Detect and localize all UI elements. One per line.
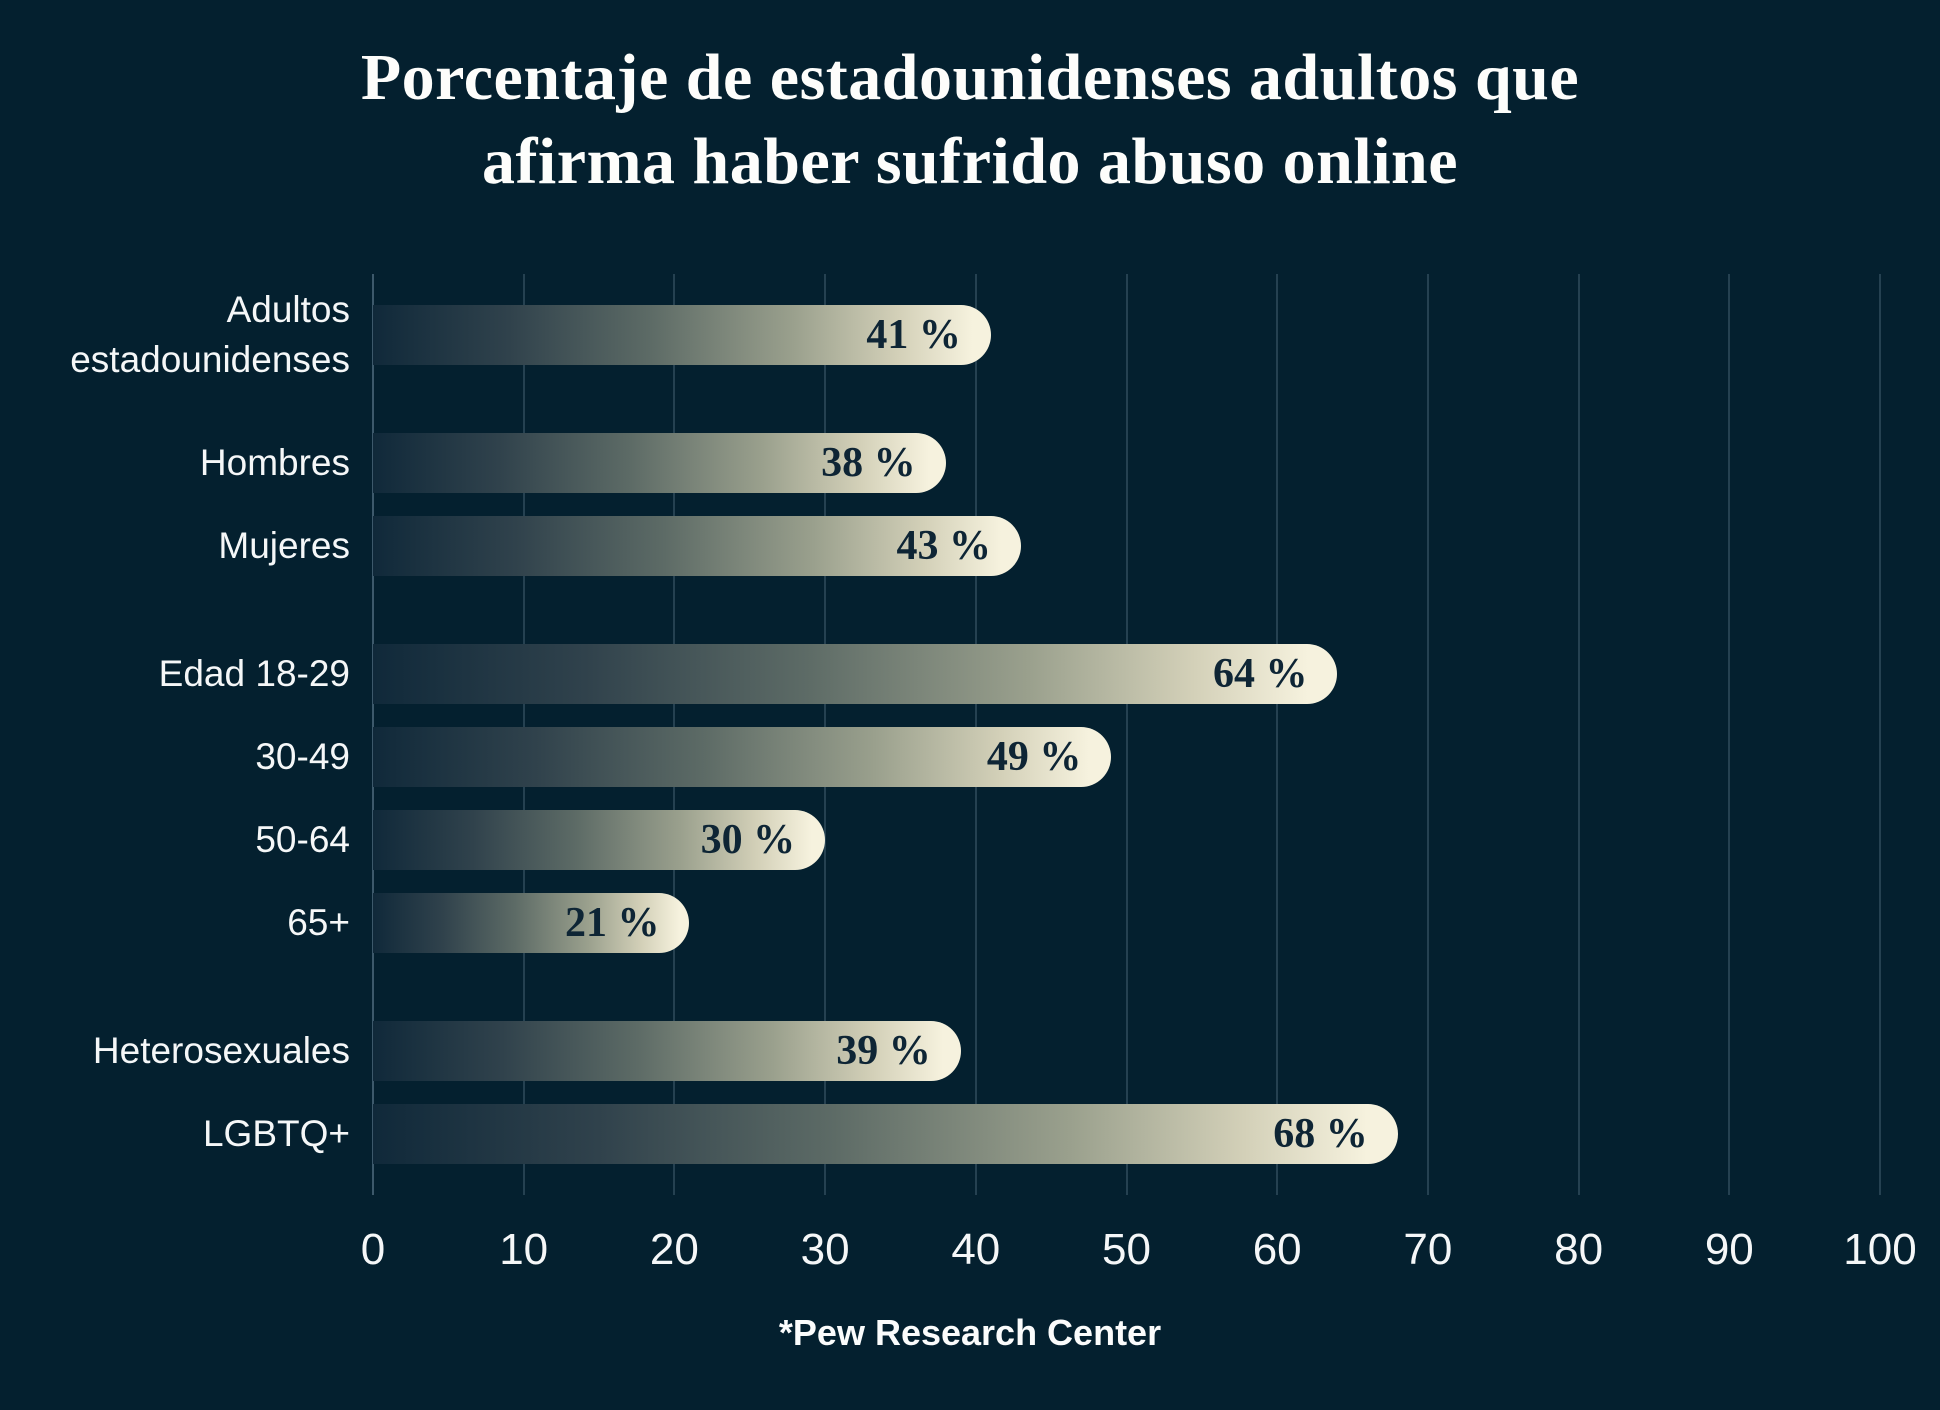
bar-value-label: 49 %: [986, 734, 1082, 780]
x-tick-label-40: 40: [951, 1225, 1001, 1274]
bar-4: 49 %: [373, 727, 1112, 787]
category-label: 30-49: [255, 736, 350, 777]
category-label: Mujeres: [218, 525, 350, 566]
gridline-100: [1879, 274, 1881, 1195]
gridline-60: [1276, 274, 1279, 1195]
x-tick-label-90: 90: [1704, 1225, 1754, 1274]
x-tick-label-20: 20: [649, 1225, 699, 1274]
x-tick-label-0: 0: [360, 1225, 386, 1274]
bar-value-label: 38 %: [821, 440, 916, 486]
category-label: 50-64: [255, 819, 350, 860]
bar-value-label: 21 %: [564, 900, 660, 946]
category-label: Heterosexuales: [92, 1030, 350, 1071]
bar-1: 38 %: [373, 433, 946, 493]
category-label: 65+: [287, 902, 350, 943]
chart-title: Porcentaje de estadounidenses adultos qu…: [0, 36, 1940, 204]
bar-value-label: 39 %: [836, 1028, 931, 1074]
gridline-90: [1728, 274, 1731, 1195]
category-label: Edad 18-29: [158, 653, 350, 694]
bar-value-label: 43 %: [896, 523, 992, 569]
gridline-80: [1577, 274, 1580, 1195]
x-tick-label-50: 50: [1102, 1225, 1151, 1274]
bar-value-label: 64 %: [1212, 651, 1308, 697]
category-label: Hombres: [199, 442, 350, 483]
bar-value-label: 68 %: [1273, 1111, 1368, 1157]
x-tick-label-60: 60: [1252, 1225, 1302, 1274]
chart-title-line-2: afirma haber sufrido abuso online: [481, 125, 1459, 198]
chart-title-line-1: Porcentaje de estadounidenses adultos qu…: [360, 41, 1580, 114]
bar-value-label: 30 %: [700, 817, 796, 863]
x-tick-label-30: 30: [800, 1225, 850, 1274]
bar-6: 21 %: [373, 893, 690, 953]
source-note: *Pew Research Center: [778, 1312, 1162, 1353]
x-tick-label-100: 100: [1843, 1225, 1917, 1274]
category-label: LGBTQ+: [202, 1113, 350, 1154]
x-tick-label-10: 10: [499, 1225, 549, 1274]
bar-value-label: 41 %: [866, 312, 961, 358]
gridline-50: [1125, 274, 1128, 1195]
bar-0: 41 %: [373, 305, 991, 365]
bar-3: 64 %: [373, 644, 1338, 704]
x-axis-ticks: 0 10 20 30 40 50 60 70 80 90 100: [361, 1195, 1917, 1315]
bar-7: 39 %: [373, 1021, 961, 1081]
bar-5: 30 %: [373, 810, 826, 870]
x-tick-label-70: 70: [1403, 1225, 1453, 1274]
category-label: Adultos estadounidenses: [70, 289, 350, 380]
bar-8: 68 %: [373, 1104, 1398, 1164]
bar-2: 43 %: [373, 516, 1021, 576]
plot-area: 41 % 38 % 43 % 64 % 49 % 30 % 21 % 39 % 68 % 0 10…: [361, 274, 1917, 1274]
x-tick-label-80: 80: [1554, 1225, 1604, 1274]
gridline-70: [1426, 274, 1429, 1195]
